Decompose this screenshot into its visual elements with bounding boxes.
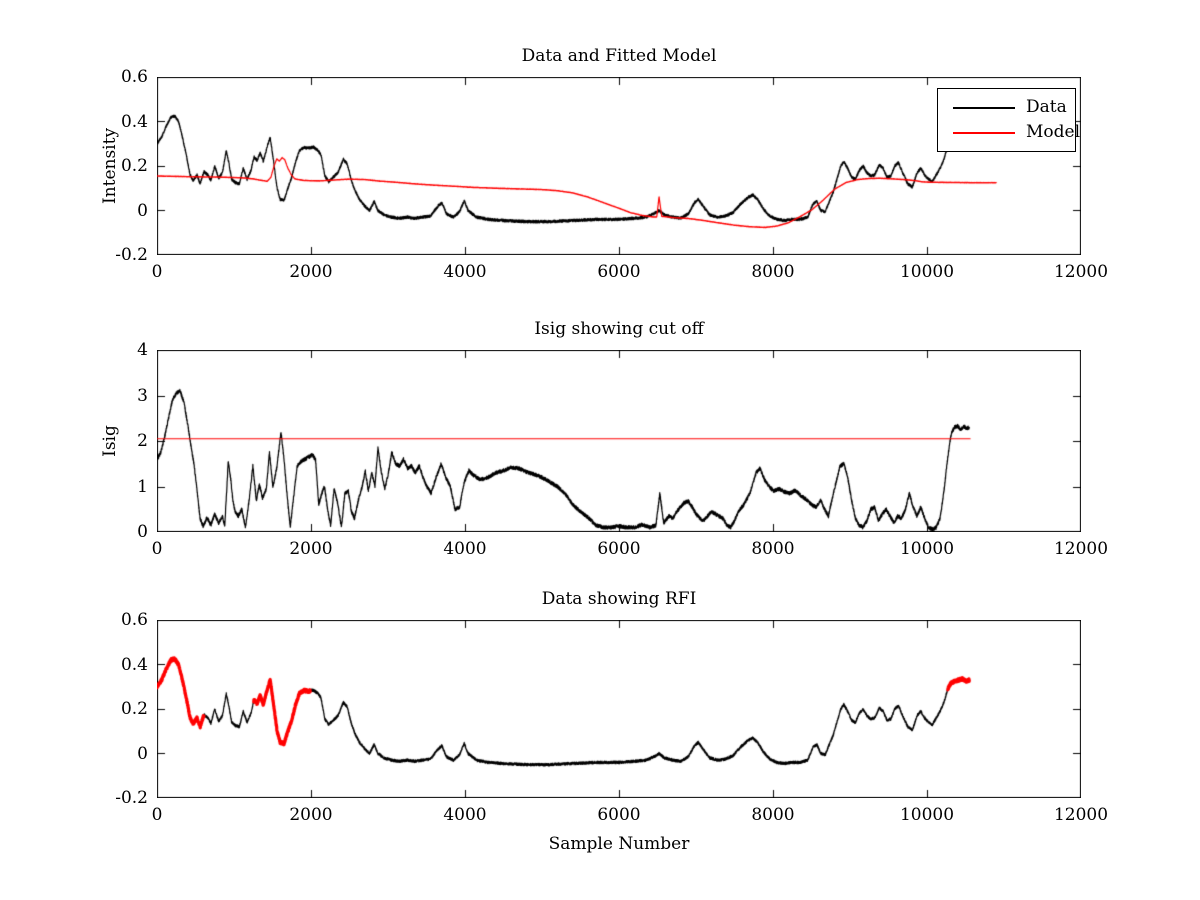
- subplot3-plot-area: [157, 620, 1081, 798]
- x-tick-label: 0: [151, 539, 163, 559]
- legend-entry-model: Model: [938, 124, 1080, 141]
- legend-entry-data: Data: [938, 99, 1075, 116]
- x-tick-label: 4000: [443, 262, 487, 282]
- x-tick-label: 12000: [1053, 805, 1109, 825]
- y-tick-label: 0.6: [120, 67, 148, 87]
- x-tick-label: 6000: [597, 805, 641, 825]
- x-tick-label: 0: [151, 262, 163, 282]
- x-tick-label: 10000: [899, 805, 955, 825]
- subplot2-title: Isig showing cut off: [534, 319, 704, 339]
- x-axis-label: Sample Number: [548, 834, 690, 854]
- x-tick-label: 8000: [751, 805, 795, 825]
- y-tick-label: 2: [137, 431, 148, 451]
- x-tick-label: 10000: [899, 262, 955, 282]
- y-tick-label: 0.4: [120, 111, 148, 132]
- y-tick-label: 0.4: [120, 654, 148, 675]
- legend[interactable]: Data Model: [937, 88, 1080, 152]
- x-tick-label: 8000: [751, 262, 795, 282]
- x-tick-label: 4000: [443, 805, 487, 825]
- subplot-data-rfi: Data showing RFI Sample Number 0 2000 4000…: [115, 589, 1108, 854]
- x-tick-label: 10000: [899, 539, 955, 559]
- x-tick-label: 4000: [443, 539, 487, 559]
- legend-model-label: Model: [1026, 122, 1081, 142]
- subplot2-plot-area: [157, 350, 1081, 532]
- x-tick-label: 12000: [1053, 539, 1109, 559]
- y-tick-label: 3: [137, 385, 148, 406]
- x-tick-label: 2000: [289, 539, 333, 559]
- subplot3-title: Data showing RFI: [541, 589, 697, 609]
- x-tick-label: 12000: [1053, 262, 1109, 282]
- y-tick-label: -0.2: [115, 788, 148, 808]
- y-tick-label: 0.2: [120, 699, 148, 719]
- y-tick-label: 0.2: [120, 156, 148, 176]
- subplot-isig-cutoff: Isig showing cut off Isig 0 2000 4000 6000 8…: [100, 319, 1108, 559]
- x-tick-label: 6000: [597, 262, 641, 282]
- y-tick-label: 4: [137, 340, 148, 360]
- y-tick-label: 0: [137, 522, 148, 542]
- x-tick-label: 2000: [289, 805, 333, 825]
- subplot-data-and-fitted-model: Data and Fitted Model Intensity Data Mod…: [100, 46, 1108, 282]
- x-tick-label: 6000: [597, 539, 641, 559]
- legend-model-line-sample: [953, 131, 1015, 134]
- y-tick-label: -0.2: [115, 245, 148, 265]
- y-tick-label: 0.6: [120, 610, 148, 630]
- x-tick-label: 8000: [751, 539, 795, 559]
- y-tick-label: 1: [137, 476, 148, 497]
- x-tick-label: 0: [151, 805, 163, 825]
- subplot1-title: Data and Fitted Model: [521, 46, 717, 66]
- legend-data-label: Data: [1026, 97, 1067, 117]
- y-tick-label: 0: [137, 743, 148, 764]
- x-tick-label: 2000: [289, 262, 333, 282]
- subplot1-plot-area: [157, 77, 1081, 255]
- legend-data-line-sample: [953, 106, 1015, 109]
- y-tick-label: 0: [137, 200, 148, 221]
